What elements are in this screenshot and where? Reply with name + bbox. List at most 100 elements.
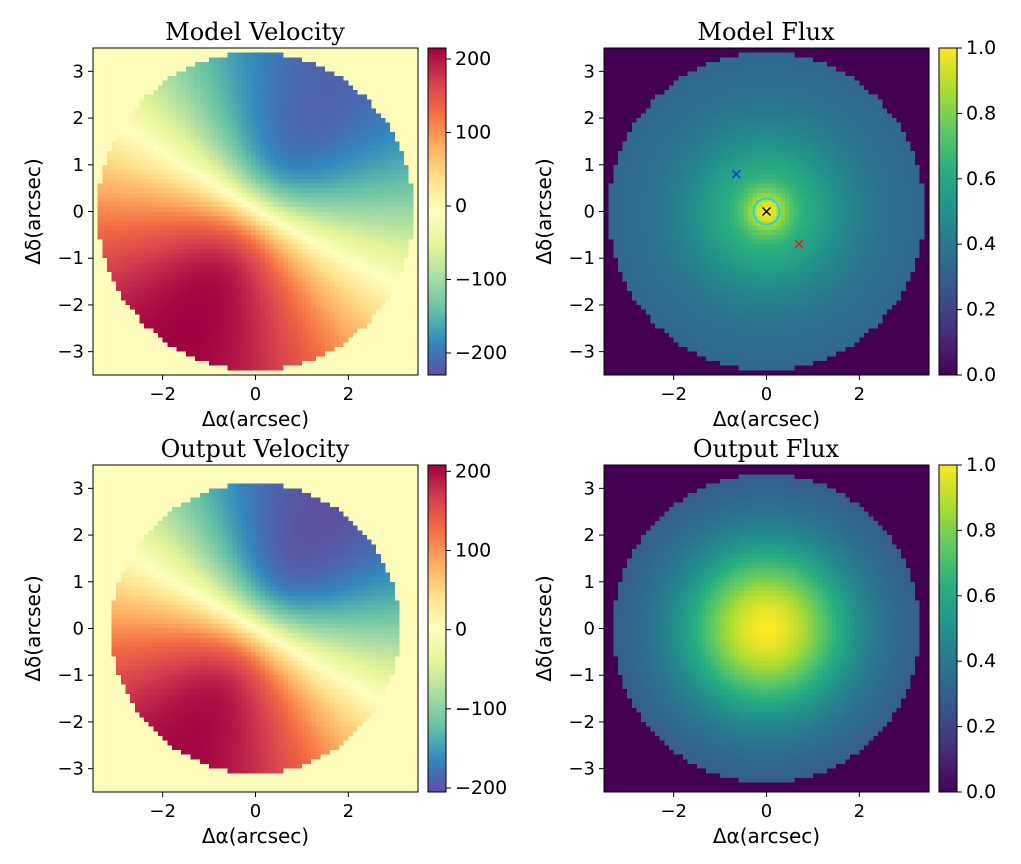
y-tick-label: −1: [57, 248, 84, 269]
y-tick-label: 3: [73, 478, 84, 499]
x-axis-ticks: −2 0 2: [660, 384, 865, 405]
x-tick-label: 2: [343, 801, 354, 822]
y-axis-label: Δδ(arcsec): [21, 158, 45, 264]
colorbar-frame: [427, 464, 447, 793]
colorbar-tick-label: 0.0: [966, 364, 996, 386]
y-tick-label: 2: [73, 108, 84, 129]
y-tick-label: −1: [57, 665, 84, 686]
aperture-circle: [752, 197, 781, 226]
colorbar-tick-label: 0.2: [966, 716, 996, 738]
y-tick-label: 0: [73, 619, 84, 640]
x-axis-ticks: −2 0 2: [149, 801, 354, 822]
x-axis-ticks: −2 0 2: [660, 801, 865, 822]
y-axis-ticks: 3 2 1 0 −1 −2 −3: [568, 61, 595, 362]
colorbar-tick-label: 0.4: [966, 233, 996, 255]
colorbar-ticks: 200 100 0 −100 −200: [455, 48, 507, 364]
panel-title: Model Flux: [697, 18, 835, 46]
y-axis-ticks: 3 2 1 0 −1 −2 −3: [57, 478, 84, 779]
colorbar-ticks: 1.0 0.8 0.6 0.4 0.2 0.0: [966, 37, 996, 386]
x-axis-label: Δα(arcsec): [713, 824, 820, 848]
colorbar-frame: [427, 47, 447, 376]
colorbar-tick-label: 0.6: [966, 168, 996, 190]
y-tick-label: 3: [584, 61, 595, 82]
y-axis-label: Δδ(arcsec): [532, 575, 556, 681]
colorbar-ticks: 200 100 0 −100 −200: [455, 460, 507, 799]
y-tick-label: 0: [584, 202, 595, 223]
colorbar-gradient: [428, 465, 446, 792]
colorbar-tick-label: 0: [455, 195, 467, 217]
colorbar-tick-label: 0.4: [966, 650, 996, 672]
flux-map: [604, 465, 929, 792]
x-tick-label: 2: [854, 801, 865, 822]
panel-model-flux: Model Flux −2 0 2 3 2 1 0 −1 −2 −3 1.0 0…: [532, 18, 996, 431]
cross-marker: [761, 206, 772, 217]
x-tick-label: 2: [343, 384, 354, 405]
y-tick-label: 0: [73, 202, 84, 223]
x-tick-label: 0: [761, 384, 772, 405]
cross-marker: [794, 239, 804, 249]
y-tick-label: −3: [57, 342, 84, 363]
colorbar-tick-label: 0.8: [966, 519, 996, 541]
panel-title: Model Velocity: [165, 18, 345, 46]
panel-title: Output Velocity: [161, 435, 350, 463]
y-tick-label: 3: [584, 478, 595, 499]
x-tick-label: −2: [149, 384, 176, 405]
colorbar-gradient: [939, 465, 957, 792]
y-tick-label: 1: [584, 572, 595, 593]
colorbar-tick-label: 100: [455, 540, 491, 562]
y-axis-label: Δδ(arcsec): [532, 158, 556, 264]
colorbar-tick-label: 0.2: [966, 299, 996, 321]
colorbar-tick-label: 1.0: [966, 454, 996, 476]
colorbar-tick-label: −100: [455, 698, 507, 720]
x-tick-label: −2: [660, 801, 687, 822]
y-tick-label: 3: [73, 61, 84, 82]
y-tick-label: 2: [73, 525, 84, 546]
y-tick-label: 0: [584, 619, 595, 640]
x-axis-label: Δα(arcsec): [202, 407, 309, 431]
colorbar-tick-label: 0.6: [966, 585, 996, 607]
y-tick-label: 1: [73, 155, 84, 176]
y-tick-label: −2: [57, 712, 84, 733]
y-tick-label: 2: [584, 108, 595, 129]
x-tick-label: 2: [854, 384, 865, 405]
colorbar-tick-label: −100: [455, 268, 507, 290]
panel-output-velocity: Output Velocity −2 0 2 3 2 1 0 −1 −2 −3 …: [21, 435, 507, 848]
x-tick-label: 0: [761, 801, 772, 822]
velocity-map: [93, 465, 418, 792]
colorbar-tick-label: 0.0: [966, 781, 996, 803]
colorbar-tick-label: −200: [455, 777, 507, 799]
colorbar-ticks: 1.0 0.8 0.6 0.4 0.2 0.0: [966, 454, 996, 803]
x-axis-ticks: −2 0 2: [149, 384, 354, 405]
y-tick-label: 1: [73, 572, 84, 593]
colorbar-frame: [938, 47, 958, 376]
colorbar-tick-label: 200: [455, 48, 491, 70]
x-tick-label: 0: [250, 384, 261, 405]
y-axis-ticks: 3 2 1 0 −1 −2 −3: [57, 61, 84, 362]
y-tick-label: −2: [57, 295, 84, 316]
colorbar-gradient: [428, 48, 446, 375]
panel-title: Output Flux: [693, 435, 840, 463]
y-tick-label: −2: [568, 295, 595, 316]
colorbar-tick-label: −200: [455, 342, 507, 364]
y-axis-label: Δδ(arcsec): [21, 575, 45, 681]
y-tick-label: −3: [568, 342, 595, 363]
cross-marker: [731, 169, 741, 179]
colorbar-tick-label: 1.0: [966, 37, 996, 59]
velocity-map: [93, 48, 418, 375]
colorbar-tick-label: 0: [455, 619, 467, 641]
y-tick-label: −3: [57, 759, 84, 780]
x-tick-label: 0: [250, 801, 261, 822]
panel-output-flux: Output Flux −2 0 2 3 2 1 0 −1 −2 −3 1.0 …: [532, 435, 996, 848]
colorbar-tick-label: 100: [455, 122, 491, 144]
markers: [731, 169, 804, 249]
y-axis-ticks: 3 2 1 0 −1 −2 −3: [568, 478, 595, 779]
colorbar-gradient: [939, 48, 957, 375]
y-tick-label: 1: [584, 155, 595, 176]
x-tick-label: −2: [149, 801, 176, 822]
y-tick-label: −3: [568, 759, 595, 780]
x-axis-label: Δα(arcsec): [713, 407, 820, 431]
y-tick-label: 2: [584, 525, 595, 546]
colorbar-frame: [938, 464, 958, 793]
y-tick-label: −2: [568, 712, 595, 733]
